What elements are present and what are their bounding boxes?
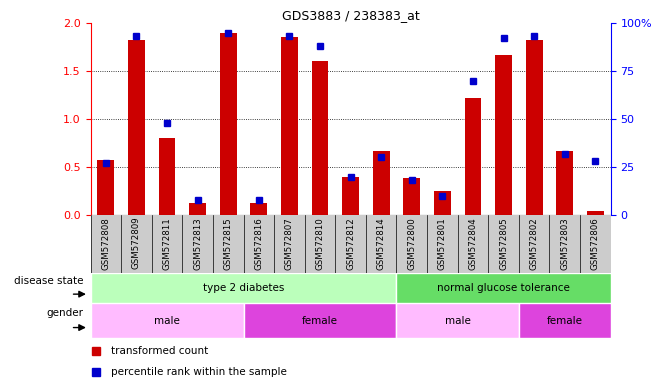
Text: GSM572814: GSM572814 xyxy=(376,217,386,270)
Text: percentile rank within the sample: percentile rank within the sample xyxy=(111,367,287,377)
Bar xyxy=(373,151,390,215)
Text: GSM572802: GSM572802 xyxy=(529,217,539,270)
Text: GSM572815: GSM572815 xyxy=(223,217,233,270)
Text: GSM572813: GSM572813 xyxy=(193,217,202,270)
Text: GSM572804: GSM572804 xyxy=(468,217,478,270)
Bar xyxy=(220,33,237,215)
Bar xyxy=(397,273,611,303)
Bar xyxy=(464,98,481,215)
Bar xyxy=(91,303,244,338)
Text: disease state: disease state xyxy=(14,276,83,286)
Text: GSM572816: GSM572816 xyxy=(254,217,263,270)
Bar xyxy=(403,177,420,215)
Title: GDS3883 / 238383_at: GDS3883 / 238383_at xyxy=(282,9,419,22)
Bar xyxy=(311,61,328,215)
Text: GSM572810: GSM572810 xyxy=(315,217,325,270)
Text: GSM572806: GSM572806 xyxy=(590,217,600,270)
Text: GSM572805: GSM572805 xyxy=(499,217,508,270)
Text: GSM572801: GSM572801 xyxy=(438,217,447,270)
Text: male: male xyxy=(445,316,470,326)
Bar xyxy=(342,177,359,215)
Text: gender: gender xyxy=(46,308,83,318)
Text: GSM572812: GSM572812 xyxy=(346,217,355,270)
Text: GSM572800: GSM572800 xyxy=(407,217,416,270)
Text: GSM572811: GSM572811 xyxy=(162,217,172,270)
Bar xyxy=(519,303,611,338)
Text: normal glucose tolerance: normal glucose tolerance xyxy=(437,283,570,293)
Bar xyxy=(97,161,114,215)
Bar xyxy=(587,211,604,215)
Text: GSM572808: GSM572808 xyxy=(101,217,111,270)
Bar xyxy=(128,40,145,215)
Text: male: male xyxy=(154,316,180,326)
Bar xyxy=(281,38,298,215)
Text: female: female xyxy=(302,316,338,326)
Bar xyxy=(495,55,512,215)
Bar xyxy=(189,203,206,215)
Text: GSM572803: GSM572803 xyxy=(560,217,569,270)
Bar xyxy=(158,138,176,215)
Text: GSM572807: GSM572807 xyxy=(285,217,294,270)
Text: type 2 diabetes: type 2 diabetes xyxy=(203,283,285,293)
Text: transformed count: transformed count xyxy=(111,346,209,356)
Bar xyxy=(250,203,267,215)
Bar xyxy=(91,273,397,303)
Bar xyxy=(434,191,451,215)
Bar xyxy=(556,151,573,215)
Bar xyxy=(244,303,397,338)
Bar xyxy=(525,40,543,215)
Text: female: female xyxy=(547,316,582,326)
Bar xyxy=(397,303,519,338)
Text: GSM572809: GSM572809 xyxy=(132,217,141,270)
